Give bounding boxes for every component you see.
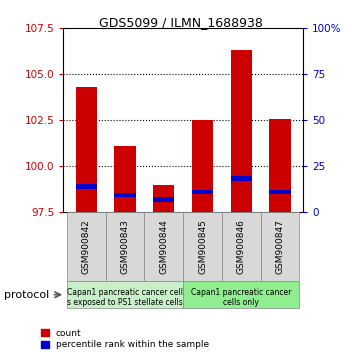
FancyBboxPatch shape xyxy=(144,212,183,281)
Bar xyxy=(76,87,97,212)
FancyBboxPatch shape xyxy=(67,281,183,308)
FancyBboxPatch shape xyxy=(67,212,106,281)
FancyBboxPatch shape xyxy=(183,281,299,308)
Text: Capan1 pancreatic cancer cell: Capan1 pancreatic cancer cell xyxy=(67,287,183,297)
Bar xyxy=(192,190,213,194)
Text: cells only: cells only xyxy=(223,298,259,307)
Text: GSM900846: GSM900846 xyxy=(237,219,246,274)
Text: GSM900844: GSM900844 xyxy=(159,219,168,274)
Text: GDS5099 / ILMN_1688938: GDS5099 / ILMN_1688938 xyxy=(99,16,262,29)
FancyBboxPatch shape xyxy=(106,212,144,281)
Bar xyxy=(269,190,291,194)
Bar xyxy=(153,185,174,212)
FancyBboxPatch shape xyxy=(183,212,222,281)
Text: GSM900847: GSM900847 xyxy=(275,219,284,274)
Text: GSM900843: GSM900843 xyxy=(121,219,130,274)
Text: Capan1 pancreatic cancer: Capan1 pancreatic cancer xyxy=(191,287,291,297)
Bar xyxy=(76,184,97,189)
Bar xyxy=(114,193,136,197)
Bar xyxy=(269,119,291,212)
Text: s exposed to PS1 stellate cells: s exposed to PS1 stellate cells xyxy=(67,298,183,307)
Text: GSM900845: GSM900845 xyxy=(198,219,207,274)
Bar xyxy=(114,146,136,212)
Text: protocol: protocol xyxy=(4,290,49,300)
Bar xyxy=(231,50,252,212)
Legend: count, percentile rank within the sample: count, percentile rank within the sample xyxy=(41,329,209,349)
FancyBboxPatch shape xyxy=(222,212,261,281)
FancyBboxPatch shape xyxy=(261,212,299,281)
Bar xyxy=(192,120,213,212)
Text: GSM900842: GSM900842 xyxy=(82,219,91,274)
Bar xyxy=(231,176,252,181)
Bar xyxy=(153,197,174,202)
